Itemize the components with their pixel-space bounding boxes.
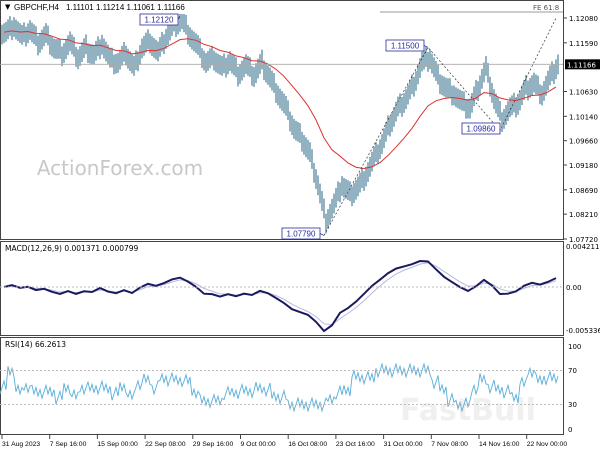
annotation-label: 1.07790: [287, 230, 316, 239]
macd-tick-label: 0.00: [566, 284, 582, 292]
x-tick-label: 16 Oct 08:00: [288, 441, 327, 448]
price-annotation: 1.12120: [139, 13, 181, 26]
y-tick-label: 1.09660: [569, 138, 598, 146]
y-tick-label: 1.09180: [569, 162, 598, 170]
rsi-panel: [0, 337, 564, 435]
macd-tick-label: 0.004211: [566, 243, 599, 251]
y-tick-label: 1.10630: [569, 88, 598, 96]
x-tick-label: 9 Oct 00:00: [241, 441, 276, 448]
x-tick-label: 7 Sep 16:00: [50, 441, 87, 448]
dropdown-arrow-icon[interactable]: ▼: [5, 3, 11, 11]
y-tick-label: 1.10140: [569, 113, 598, 121]
x-tick-label: 15 Sep 00:00: [97, 441, 138, 448]
current-price-badge: [565, 59, 600, 70]
x-tick-label: 22 Nov 00:00: [527, 441, 568, 448]
axes: 1.12080 1.11590 1.10630 1.10140 1.09660 1.091…: [0, 15, 600, 448]
rsi-tick-label: 0: [568, 426, 572, 434]
fe-label: FE 61.8: [533, 4, 559, 12]
annotation-pointer: [423, 45, 429, 48]
macd-tick-label: -0.005336: [566, 327, 600, 335]
fibonacci-swing-line: [323, 17, 557, 236]
annotation-label: 1.12120: [145, 16, 174, 25]
annotation-label: 1.09860: [467, 125, 496, 134]
annotation-pointer: [177, 15, 181, 20]
y-tick-label: 1.12080: [569, 15, 598, 23]
moving-average-line: [3, 30, 557, 169]
macd-panel: [0, 241, 564, 336]
rsi-tick-label: 70: [568, 367, 577, 375]
x-tick-label: 14 Nov 16:00: [479, 441, 520, 448]
x-tick-label: 31 Aug 2023: [2, 441, 40, 448]
price-annotation: 1.09860: [461, 122, 501, 135]
main-panel: [0, 0, 564, 240]
price-bars: [1, 14, 559, 234]
y-tick-label: 1.11590: [569, 40, 598, 48]
x-tick-label: 23 Oct 16:00: [336, 441, 375, 448]
x-tick-label: 29 Sep 16:00: [193, 441, 234, 448]
macd-title: MACD(12,26,9) 0.001371 0.000799: [5, 244, 139, 253]
macd-line: [3, 260, 557, 333]
rsi-title: RSI(14) 66.2613: [5, 340, 66, 349]
x-tick-label: 31 Oct 00:00: [384, 441, 423, 448]
annotation-label: 1.11500: [391, 42, 420, 51]
rsi-tick-label: 100: [568, 343, 581, 351]
watermark-fastbull: FastBull: [400, 393, 536, 428]
price-annotation: 1.07790: [281, 227, 325, 240]
annotation-pointer: [319, 233, 325, 236]
overlays: FE 61.8 1.12120 1.11500 1.09860 1.07790: [0, 4, 563, 413]
x-tick-label: 22 Sep 08:00: [145, 441, 186, 448]
symbol-label: GBPCHF,H4: [14, 3, 59, 12]
rsi-line: [0, 362, 559, 413]
price-annotation: 1.11500: [385, 39, 429, 52]
y-tick-label: 1.08210: [569, 211, 598, 219]
watermark: ActionForex.com: [37, 156, 203, 180]
current-price-label: 1.11166: [567, 61, 596, 69]
ohlc-label: 1.11101 1.11214 1.11061 1.11166: [66, 3, 185, 12]
y-tick-label: 1.08690: [569, 187, 598, 195]
rsi-tick-label: 30: [568, 401, 577, 409]
y-tick-label: 1.07720: [569, 236, 598, 244]
x-tick-label: 7 Nov 08:00: [431, 441, 468, 448]
